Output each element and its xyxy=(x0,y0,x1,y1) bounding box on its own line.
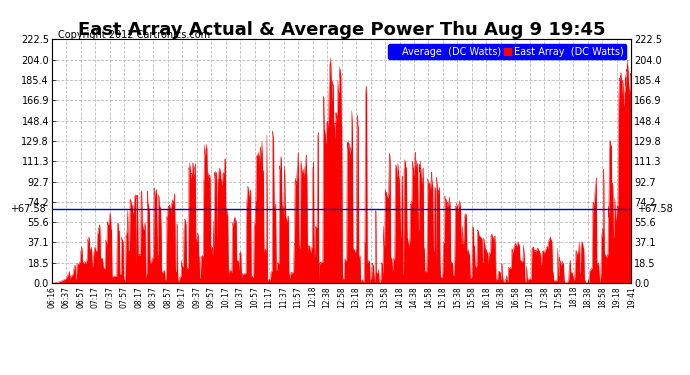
Text: Copyright 2012 Cartronics.com: Copyright 2012 Cartronics.com xyxy=(57,30,210,40)
Text: +67.58: +67.58 xyxy=(10,204,46,214)
Text: +67.58: +67.58 xyxy=(637,204,673,214)
Title: East Array Actual & Average Power Thu Aug 9 19:45: East Array Actual & Average Power Thu Au… xyxy=(78,21,605,39)
Legend: Average  (DC Watts), East Array  (DC Watts): Average (DC Watts), East Array (DC Watts… xyxy=(388,44,627,59)
